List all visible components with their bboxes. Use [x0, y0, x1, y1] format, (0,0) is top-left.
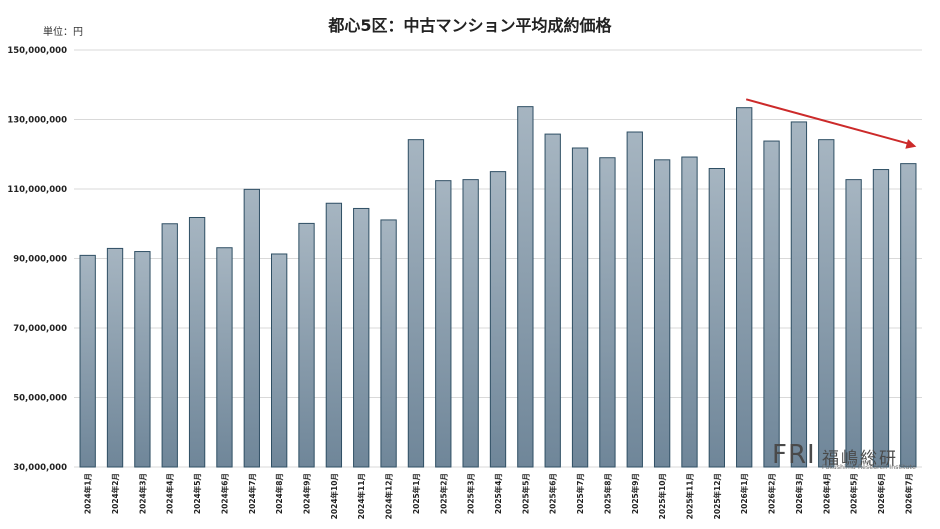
bar	[708, 167, 725, 468]
x-tick-label: 2025年2月	[438, 473, 448, 514]
bar	[134, 251, 151, 468]
bar	[353, 207, 370, 468]
x-tick-label: 2025年8月	[602, 473, 612, 514]
x-tick-label: 2024年1月	[83, 473, 93, 514]
bar	[188, 216, 206, 468]
bar	[599, 157, 616, 468]
x-tick-label: 2024年2月	[110, 473, 120, 514]
bar	[380, 219, 397, 468]
bar	[489, 171, 507, 468]
x-tick-label: 2026年6月	[876, 473, 886, 514]
y-tick-label: 150,000,000	[7, 46, 67, 56]
x-tick-label: 2025年10月	[657, 473, 667, 519]
x-tick-label: 2025年4月	[493, 473, 503, 514]
y-tick-label: 70,000,000	[13, 324, 67, 334]
y-tick-label: 130,000,000	[7, 116, 67, 126]
bar	[216, 247, 233, 468]
bar	[517, 106, 534, 468]
x-tick-label: 2026年3月	[794, 473, 804, 514]
x-tick-label: 2026年5月	[849, 473, 859, 514]
bar	[106, 247, 124, 468]
x-tick-label: 2025年9月	[630, 473, 640, 514]
x-tick-label: 2024年9月	[302, 473, 312, 514]
bar	[900, 163, 917, 468]
x-tick-label: 2025年3月	[466, 473, 476, 514]
x-tick-label: 2025年5月	[520, 473, 530, 514]
logo-name-en: Fukushima Research Institute	[822, 464, 916, 471]
y-tick-label: 50,000,000	[13, 394, 67, 404]
bar	[544, 133, 561, 468]
bar	[243, 188, 260, 468]
x-tick-label: 2025年11月	[684, 473, 694, 519]
bar	[298, 222, 315, 468]
trend-arrow-head	[905, 139, 917, 149]
x-tick-label: 2024年11月	[356, 473, 366, 519]
bar	[571, 147, 589, 468]
bar	[790, 121, 808, 468]
x-tick-label: 2024年6月	[219, 473, 229, 514]
bar	[79, 254, 96, 468]
x-tick-label: 2024年10月	[329, 473, 339, 519]
y-tick-label: 30,000,000	[13, 463, 67, 473]
bar	[435, 180, 452, 468]
bar	[325, 202, 343, 468]
x-tick-label: 2024年4月	[165, 473, 175, 514]
bar	[763, 140, 780, 468]
x-tick-label: 2025年1月	[411, 473, 421, 514]
bar	[462, 179, 479, 468]
bar	[736, 107, 753, 468]
logo-name-jp: 福嶋総研	[822, 449, 898, 469]
logo: FRI 福嶋総研 Fukushima Research Institute	[772, 440, 922, 472]
y-tick-label: 110,000,000	[7, 185, 67, 195]
x-tick-label: 2024年7月	[247, 473, 257, 514]
x-tick-label: 2024年5月	[192, 473, 202, 514]
bar	[271, 253, 288, 468]
x-tick-label: 2025年7月	[575, 473, 585, 514]
bar	[626, 131, 643, 468]
x-tick-label: 2025年6月	[548, 473, 558, 514]
chart-title: 都心5区：中古マンション平均成約価格	[328, 16, 612, 35]
bar	[818, 139, 835, 468]
bar	[407, 139, 425, 468]
trend-arrow-line	[745, 98, 911, 146]
bar	[161, 223, 178, 468]
x-tick-label: 2024年3月	[137, 473, 147, 514]
x-tick-label: 2026年1月	[739, 473, 749, 514]
x-tick-label: 2026年2月	[767, 473, 777, 514]
logo-mark: FRI	[772, 440, 816, 470]
x-tick-label: 2026年7月	[903, 473, 913, 514]
bar	[872, 169, 890, 468]
unit-label: 単位：円	[43, 27, 83, 38]
x-tick-label: 2024年12月	[384, 473, 394, 519]
x-tick-label: 2026年4月	[821, 473, 831, 514]
x-tick-label: 2024年8月	[274, 473, 284, 514]
y-tick-label: 90,000,000	[13, 255, 67, 265]
bar	[681, 156, 698, 468]
bar	[653, 159, 671, 468]
x-tick-label: 2025年12月	[712, 473, 722, 519]
bar	[845, 179, 862, 468]
